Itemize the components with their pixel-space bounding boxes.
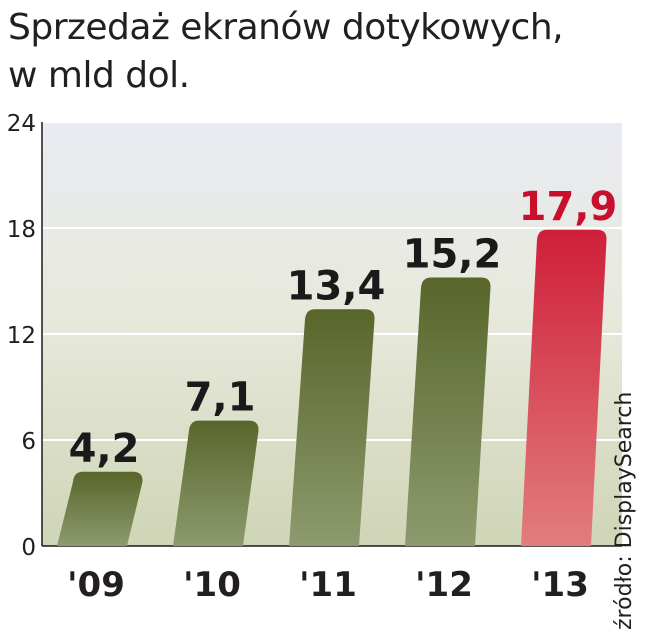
bar-value-label: 7,1 — [185, 375, 256, 421]
chart-title-line-2: w mld dol. — [8, 55, 190, 96]
bar — [173, 420, 259, 546]
x-tick-label: '10 — [183, 565, 241, 605]
x-tick-label: '12 — [415, 565, 473, 605]
y-tick-label: 18 — [7, 217, 36, 243]
bar — [57, 471, 143, 546]
x-tick-label: '11 — [299, 565, 357, 605]
chart-title-line-1: Sprzedaż ekranów dotykowych, — [8, 7, 564, 48]
y-tick-label: 12 — [7, 323, 36, 349]
y-tick-label: 24 — [7, 111, 36, 137]
y-tick-label: 0 — [21, 535, 36, 561]
x-tick-label: '09 — [67, 565, 125, 605]
bar-value-label: 17,9 — [519, 184, 618, 230]
chart-title: Sprzedaż ekranów dotykowych, w mld dol. — [8, 4, 608, 100]
bar — [405, 277, 491, 546]
x-tick-label: '13 — [531, 565, 589, 605]
bar-value-label: 13,4 — [287, 263, 386, 309]
bar-value-label: 15,2 — [403, 231, 502, 277]
bar-value-label: 4,2 — [69, 426, 140, 472]
bar — [521, 229, 607, 546]
y-tick-label: 6 — [21, 429, 36, 455]
bar — [289, 309, 375, 546]
source-note: źródło: DisplaySearch — [612, 391, 637, 630]
